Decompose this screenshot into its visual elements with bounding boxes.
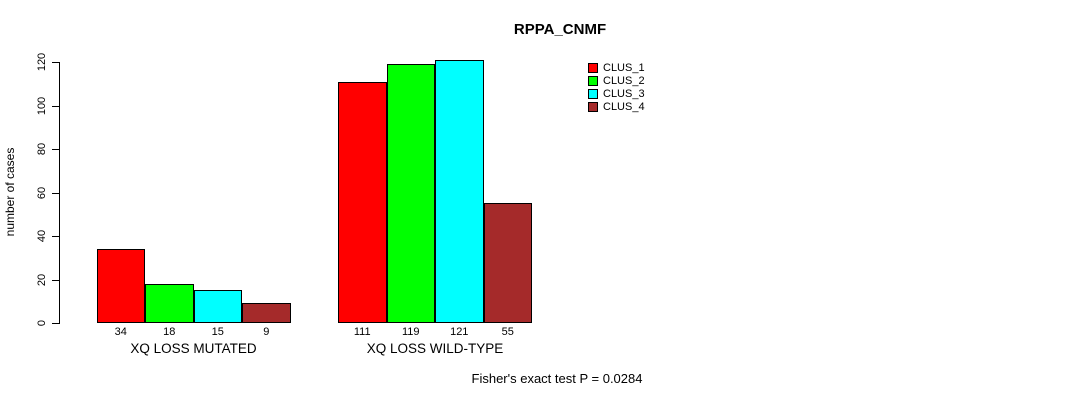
y-tick [52,62,59,63]
legend-swatch-clus_2 [588,75,598,86]
legend-swatch-clus_3 [588,88,598,99]
bar-clus_1-group1 [96,249,145,323]
legend-label: CLUS_1 [603,61,645,74]
bar-value-label: 15 [211,326,224,338]
legend-row: CLUS_4 [588,100,645,113]
bar-value-label: 55 [501,326,514,338]
x-category-label: XQ LOSS MUTATED [130,341,257,356]
legend-label: CLUS_2 [603,74,645,87]
y-tick-label: 40 [36,229,48,243]
bar-value-label: 119 [401,326,420,338]
bar-value-label: 121 [450,326,469,338]
legend-label: CLUS_4 [603,100,645,113]
bar-value-label: 34 [114,326,127,338]
bar-clus_3-group1 [193,290,242,323]
y-tick-label: 100 [36,96,48,115]
bar-clus_2-group1 [145,284,194,323]
legend: CLUS_1 CLUS_2 CLUS_3 CLUS_4 [588,61,645,113]
y-tick-label: 20 [36,273,48,286]
fisher-test-annotation: Fisher's exact test P = 0.0284 [471,371,643,386]
legend-swatch-clus_1 [588,62,598,73]
y-tick [52,236,59,237]
y-tick-label: 60 [36,186,48,199]
legend-row: CLUS_1 [588,61,645,74]
bar-clus_3-group2 [435,60,484,323]
bar-clus_4-group2 [483,203,532,323]
y-tick [52,149,59,150]
legend-row: CLUS_3 [588,87,645,100]
y-tick [52,323,59,324]
bar-clus_1-group2 [338,82,387,323]
y-axis-label: number of cases [3,147,17,237]
legend-swatch-clus_4 [588,101,598,112]
bar-clus_2-group2 [386,64,435,323]
y-tick [52,279,59,281]
y-tick-label: 120 [36,52,48,72]
y-tick [52,192,59,194]
chart-title: RPPA_CNMF [513,21,607,38]
bar-clus_4-group1 [242,303,291,323]
bar-value-label: 111 [353,326,371,338]
y-tick [52,105,59,107]
y-axis-line [59,62,60,324]
y-tick-label: 0 [36,319,48,327]
legend-row: CLUS_2 [588,74,645,87]
bar-value-label: 9 [263,326,270,338]
bar-value-label: 18 [163,326,176,338]
y-tick-label: 80 [36,142,48,156]
legend-label: CLUS_3 [603,87,645,100]
x-category-label: XQ LOSS WILD-TYPE [366,341,504,356]
